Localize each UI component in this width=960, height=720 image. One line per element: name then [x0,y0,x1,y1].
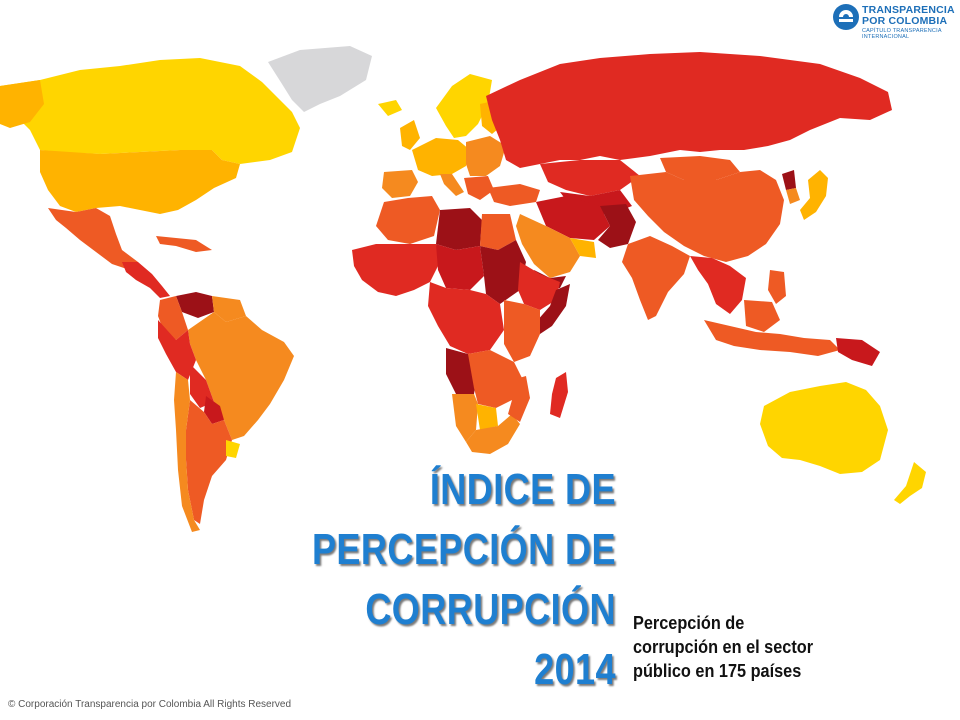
title-line-2: PERCEPCIÓN DE [311,525,616,574]
namibia [452,394,478,442]
kazakhstan [540,160,640,196]
chile [174,372,200,532]
uk [400,120,420,150]
egypt [480,214,516,250]
argentina [186,400,232,524]
china [630,170,784,262]
scandinavia [436,74,492,138]
bolivia [190,364,214,408]
western-europe [412,138,470,176]
brazil [188,312,294,440]
turkey [488,184,540,206]
madagascar [550,372,568,418]
caribbean [156,236,212,252]
west-africa [352,244,440,296]
greenland [268,46,372,112]
mozambique [508,376,530,422]
indonesia [704,320,840,356]
botswana [476,404,498,430]
iran-iraq [536,196,610,240]
alaska [0,80,44,128]
sudan [480,240,526,304]
papua-new-guinea [836,338,880,366]
logo-globe-icon [833,4,859,30]
title-line-3: CORRUPCIÓN [365,585,616,634]
mongolia [660,156,740,180]
chad-niger [436,244,484,290]
south-korea [786,188,800,204]
east-africa [504,300,540,362]
north-korea [782,170,796,190]
title-line-4: 2014 [534,645,616,694]
peru [158,320,196,380]
transparencia-logo[interactable]: TRANSPARENCIA POR COLOMBIA CAPÍTULO TRAN… [826,0,960,42]
subtitle-line-3: público en 175 países [633,660,802,681]
southern-central-africa [468,350,524,408]
italy [440,174,464,196]
libya [436,208,482,250]
central-africa [428,282,504,354]
usa [40,150,240,214]
south-africa [466,414,520,454]
logo-text-line1: TRANSPARENCIA [862,4,955,16]
new-zealand [894,462,926,504]
morocco-algeria [376,196,440,244]
australia [760,382,888,474]
iberia [382,170,418,198]
russia [486,52,892,168]
ethiopia-horn [518,262,560,310]
paraguay [204,396,224,424]
southeast-asia [690,256,746,314]
logo-text-line2: POR COLOMBIA [862,15,948,27]
afghanistan-pakistan [598,204,636,248]
borneo [744,300,780,332]
main-title: ÍNDICE DE PERCEPCIÓN DE CORRUPCIÓN 2014 [288,460,616,700]
japan [800,170,828,220]
subtitle: Percepción de corrupción en el sector pú… [633,611,862,683]
central-america [122,262,170,298]
mexico [48,208,138,270]
logo-text-line3: CAPÍTULO TRANSPARENCIA INTERNACIONAL [862,28,942,40]
subtitle-line-2: corrupción en el sector [633,636,814,657]
venezuela [176,292,214,318]
eastern-europe [466,136,506,176]
somalia [536,284,570,334]
title-line-1: ÍNDICE DE [429,465,616,514]
philippines [768,270,786,304]
balkans [464,176,494,200]
guianas [212,296,246,322]
copyright-footer: © Corporación Transparencia por Colombia… [8,699,292,710]
uruguay [226,440,240,458]
gulf [570,238,596,258]
subtitle-line-1: Percepción de [633,612,745,633]
canada [0,58,300,164]
india [622,236,690,320]
iceland [378,100,402,116]
saudi-arabia [516,214,580,278]
